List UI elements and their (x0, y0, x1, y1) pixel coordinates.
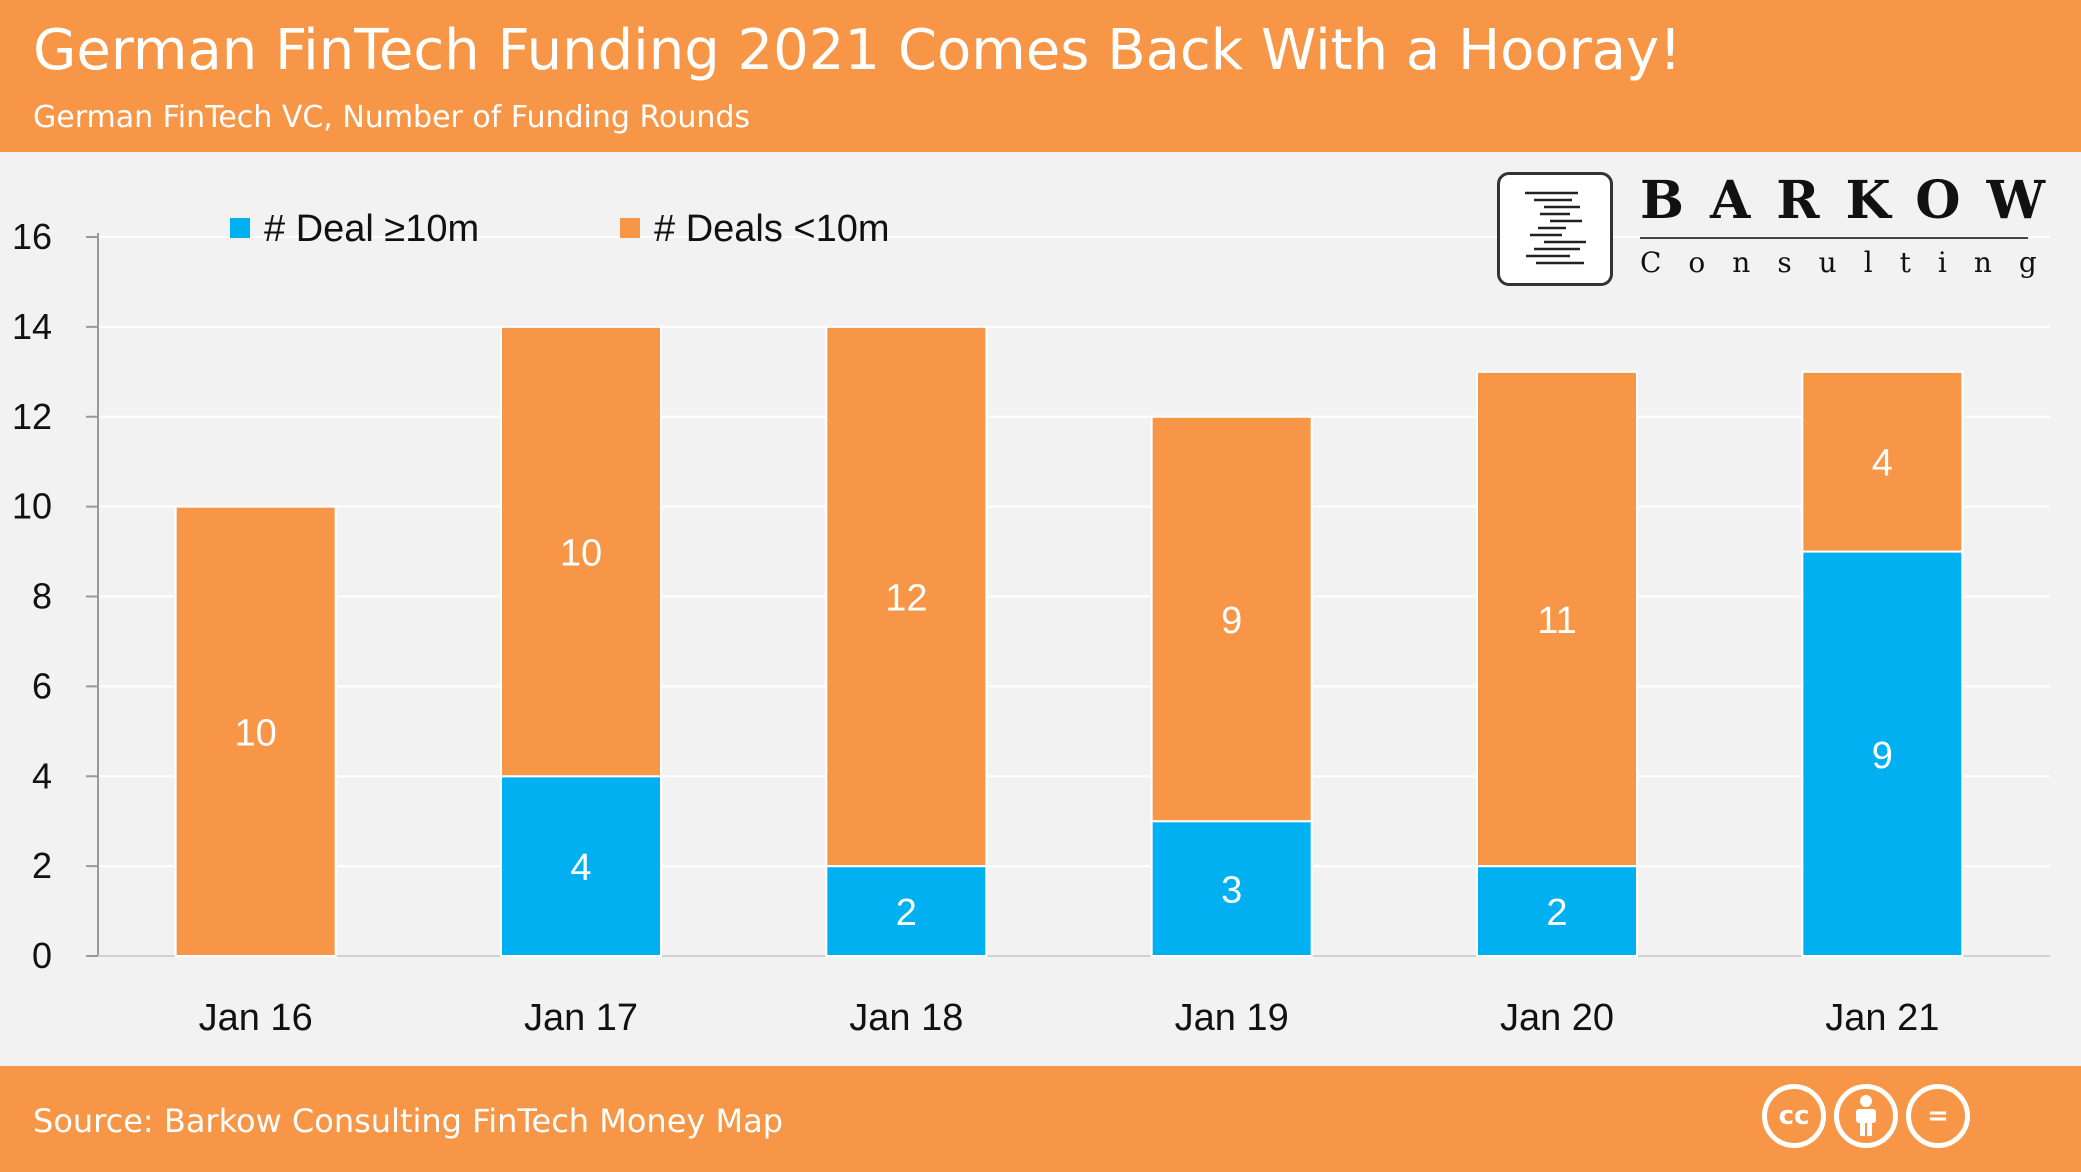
bar-deals-small (1801, 370, 1964, 553)
y-tick-label: 8 (32, 576, 52, 617)
page-subtitle: German FinTech VC, Number of Funding Rou… (33, 100, 751, 135)
nd-icon: = (1906, 1084, 1970, 1148)
page-title: German FinTech Funding 2021 Comes Back W… (33, 18, 1682, 83)
y-tick-label: 0 (32, 935, 52, 976)
bar-deals-small (174, 505, 337, 957)
bar-deals-small (1476, 370, 1638, 868)
license-badges: cc = (1762, 1084, 1982, 1154)
data-label: 4 (570, 847, 591, 889)
data-label: 11 (1537, 600, 1576, 642)
y-tick-label: 6 (32, 665, 52, 706)
chart-area: 0 2 4 6 8 10 12 14 16 10 Jan 16 4 10 Jan 17 2 12 Jan 18 3… (0, 152, 2081, 1066)
legend-label: # Deals <10m (654, 208, 890, 250)
x-tick-label: Jan 19 (1175, 997, 1289, 1039)
legend-swatch (230, 218, 250, 238)
bar-deals-small (825, 325, 988, 868)
stacked-bar-chart: 0 2 4 6 8 10 12 14 16 10 Jan 16 4 10 Jan 17 2 12 Jan 18 3… (12, 208, 2050, 1039)
bar-deals-large (500, 775, 662, 957)
source-note: Source: Barkow Consulting FinTech Money … (33, 1102, 784, 1140)
data-label: 2 (1546, 892, 1567, 934)
footer-banner: Source: Barkow Consulting FinTech Money … (0, 1066, 2081, 1172)
data-label: 12 (885, 578, 927, 620)
bar-deals-large (825, 865, 988, 957)
data-label: 9 (1221, 600, 1242, 642)
legend-swatch (620, 218, 640, 238)
cc-icon: cc (1762, 1084, 1826, 1148)
header-banner: German FinTech Funding 2021 Comes Back W… (0, 0, 2081, 152)
bar-deals-small (1150, 415, 1313, 823)
logo-wordmark: BARKOW (1640, 170, 2072, 231)
legend-label: # Deal ≥10m (264, 208, 479, 250)
bar-deals-large (1801, 550, 1964, 957)
logo-divider (1640, 237, 2028, 239)
logo-mark-icon (1497, 172, 1613, 286)
data-label: 9 (1872, 735, 1893, 777)
x-tick-label: Jan 21 (1825, 997, 1939, 1039)
y-tick-label: 4 (32, 755, 52, 796)
bar-deals-large (1150, 820, 1313, 957)
data-label: 2 (896, 892, 917, 934)
bar-deals-small (500, 325, 662, 778)
x-tick-label: Jan 18 (849, 997, 963, 1039)
x-tick-label: Jan 20 (1500, 997, 1614, 1039)
bar-deals-large (1476, 865, 1638, 957)
y-tick-label: 14 (12, 306, 52, 347)
y-tick-label: 2 (32, 845, 52, 886)
y-tick-label: 10 (12, 486, 52, 527)
data-label: 10 (560, 533, 602, 575)
data-label: 4 (1872, 443, 1893, 485)
y-tick-label: 12 (12, 396, 52, 437)
x-tick-label: Jan 17 (524, 997, 638, 1039)
data-label: 10 (235, 712, 277, 754)
barkow-logo: BARKOW Consulting (1495, 170, 2045, 290)
logo-tagline: Consulting (1640, 246, 2064, 279)
y-tick-label: 16 (12, 216, 52, 257)
x-tick-label: Jan 16 (199, 997, 313, 1039)
by-icon (1834, 1084, 1898, 1148)
data-label: 3 (1221, 870, 1242, 912)
